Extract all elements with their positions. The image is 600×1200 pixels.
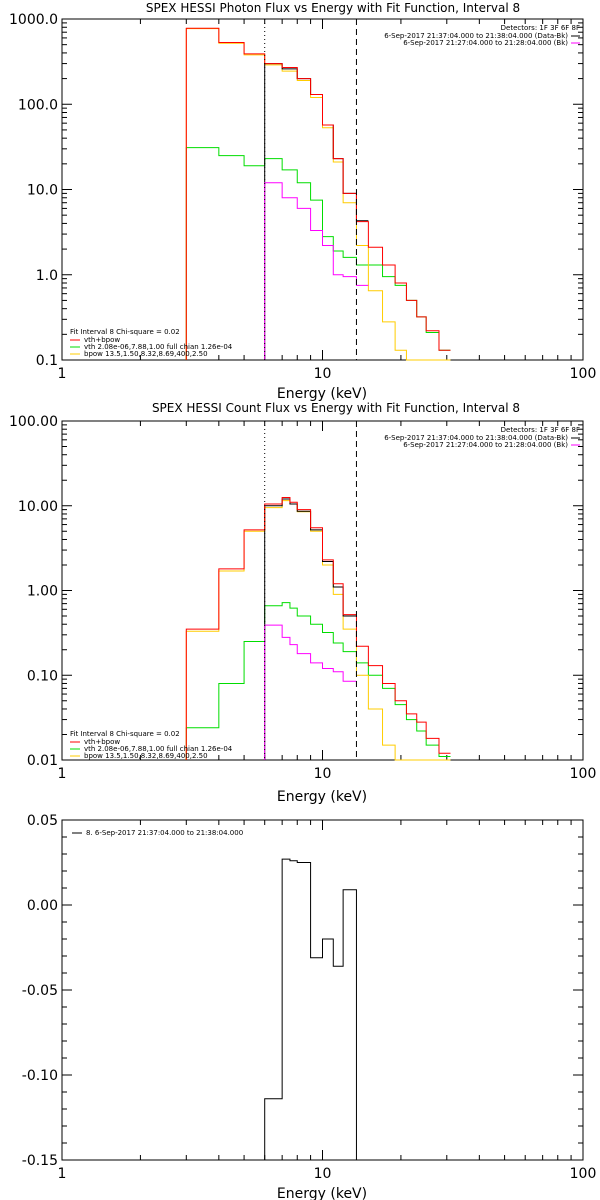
photon-ytick-label: 1.0 [36,268,58,284]
photon-legend-bk: 6-Sep-2017 21:27:04.000 to 21:28:04.000 … [403,39,568,47]
count-legend-data: 6-Sep-2017 21:37:04.000 to 21:38:04.000 … [384,434,568,442]
residual-axes: 1 10 100 0.05 0.00 -0.05 -0.10 -0.15 [22,813,597,1182]
count-ytick-label: 0.01 [27,753,58,769]
count-legend-bk: 6-Sep-2017 21:27:04.000 to 21:28:04.000 … [403,441,568,449]
photon-fit-legend-header: Fit Interval 8 Chi-square = 0.02 [70,328,180,336]
count-series [185,497,451,761]
photon-xtick-label: 1 [58,366,67,382]
photon-title: SPEX HESSI Photon Flux vs Energy with Fi… [146,1,520,15]
count-ytick-label: 0.10 [27,668,58,684]
count-xtick-label: 100 [570,766,597,782]
residual-ytick-label: 0.05 [27,813,58,829]
count-frame [61,420,584,761]
residual-xtick-label: 1 [58,1166,67,1182]
photon-fit-legend-vth: vth 2.08e-06,7.88,1.00 full chian 1.26e-… [84,343,233,351]
count-xtick-label: 10 [314,766,332,782]
count-axes: 1 10 100 0.01 0.10 1.00 10.00 100.00 [9,414,596,782]
residual-legend: 8. 6-Sep-2017 21:37:04.000 to 21:38:04.0… [86,829,243,837]
photon-ytick-label: 1000.0 [9,12,58,28]
count-xtick-label: 1 [58,766,67,782]
residual-residual-line [264,858,357,1160]
count-flux-panel: SPEX HESSI Count Flux vs Energy with Fit… [9,401,596,805]
count-series-vth [185,602,451,760]
count-series-bk [264,624,357,760]
photon-frame [61,18,584,361]
photon-xlabel: Energy (keV) [277,386,367,402]
residual-ytick-label: -0.15 [22,1153,58,1169]
residual-xtick-label: 10 [314,1166,332,1182]
residual-series [264,858,357,1160]
count-series-vth-bpow [185,497,451,760]
photon-fit-legend-bpow: bpow 13.5,1.50,8.32,8.69,400,2.50 [84,350,208,358]
count-series-bpow [185,500,451,761]
photon-fit-range-lines [264,19,357,360]
residual-frame [61,819,584,1161]
count-ytick-label: 1.00 [27,584,58,600]
photon-xtick-label: 10 [314,366,332,382]
photon-axes: 1 10 100 0.1 1.0 10.0 100.0 1000.0 [9,12,596,382]
residual-ytick-label: -0.05 [22,983,58,999]
photon-series-bpow [185,28,451,361]
photon-detectors-text: Detectors: 1F 3F 6F 8F [501,24,580,32]
residual-panel: 1 10 100 0.05 0.00 -0.05 -0.10 -0.15 8. 6-Sep-2… [22,813,597,1200]
photon-series [185,27,451,361]
photon-ytick-label: 100.0 [18,97,58,113]
count-title: SPEX HESSI Count Flux vs Energy with Fit… [152,401,520,415]
count-ytick-label: 10.00 [18,499,58,515]
count-legend: Detectors: 1F 3F 6F 8F 6-Sep-2017 21:37:… [70,426,580,760]
photon-series-vth [185,147,451,360]
residual-xlabel: Energy (keV) [277,1186,367,1200]
photon-fit-legend-sum: vth+bpow [84,336,120,344]
photon-legend: Detectors: 1F 3F 6F 8F 6-Sep-2017 21:37:… [70,24,580,358]
photon-series-data-bk [264,63,369,360]
photon-series-vth-bpow [185,27,451,360]
residual-xtick-label: 100 [570,1166,597,1182]
count-fit-legend-bpow: bpow 13.5,1.50,8.32,8.69,400,2.50 [84,752,208,760]
count-ytick-label: 100.00 [9,414,58,430]
count-fit-legend-vth: vth 2.08e-06,7.88,1.00 full chian 1.26e-… [84,745,233,753]
count-fit-legend-header: Fit Interval 8 Chi-square = 0.02 [70,730,180,738]
photon-ytick-label: 10.0 [27,183,58,199]
count-fit-range-lines [264,421,357,760]
residual-ytick-label: -0.10 [22,1068,58,1084]
photon-ytick-label: 0.1 [36,353,58,369]
photon-flux-panel: SPEX HESSI Photon Flux vs Energy with Fi… [9,1,596,402]
photon-series-bk [264,182,369,360]
photon-legend-data: 6-Sep-2017 21:37:04.000 to 21:38:04.000 … [384,32,568,40]
count-xlabel: Energy (keV) [277,789,367,805]
photon-xtick-label: 100 [570,366,597,382]
count-fit-legend-sum: vth+bpow [84,738,120,746]
count-detectors-text: Detectors: 1F 3F 6F 8F [501,426,580,434]
residual-ytick-label: 0.00 [27,898,58,914]
